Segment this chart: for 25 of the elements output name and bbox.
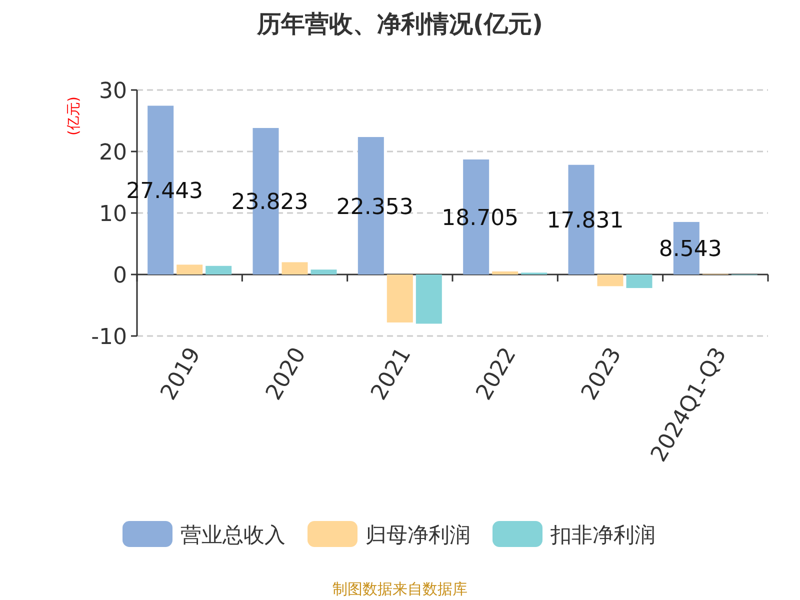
bar <box>416 274 442 324</box>
legend-label: 营业总收入 <box>180 523 286 547</box>
y-tick-label: 10 <box>99 202 127 227</box>
bar <box>176 264 203 274</box>
legend-label: 归母净利润 <box>366 523 470 547</box>
bar <box>386 274 413 322</box>
bar <box>626 274 652 288</box>
data-label: 17.831 <box>546 208 624 234</box>
bar <box>282 262 308 274</box>
bar <box>310 270 337 274</box>
bar <box>492 271 518 274</box>
y-tick-label: 30 <box>99 79 127 104</box>
data-label: 18.705 <box>442 206 519 231</box>
chart-title: 历年营收、净利情况(亿元) <box>256 10 543 38</box>
bar <box>206 266 232 274</box>
data-label: 8.543 <box>658 237 722 262</box>
data-label: 22.353 <box>336 194 414 220</box>
text: 制图数据来自数据库 <box>332 580 468 598</box>
y-tick-label: 0 <box>113 264 127 288</box>
data-label: 23.823 <box>231 190 308 216</box>
bar <box>597 274 624 286</box>
legend-label: 扣非净利润 <box>550 523 656 547</box>
y-tick-label: 20 <box>99 140 127 166</box>
y-axis-title: (亿元) <box>66 96 82 136</box>
y-tick-label: -10 <box>91 325 127 350</box>
